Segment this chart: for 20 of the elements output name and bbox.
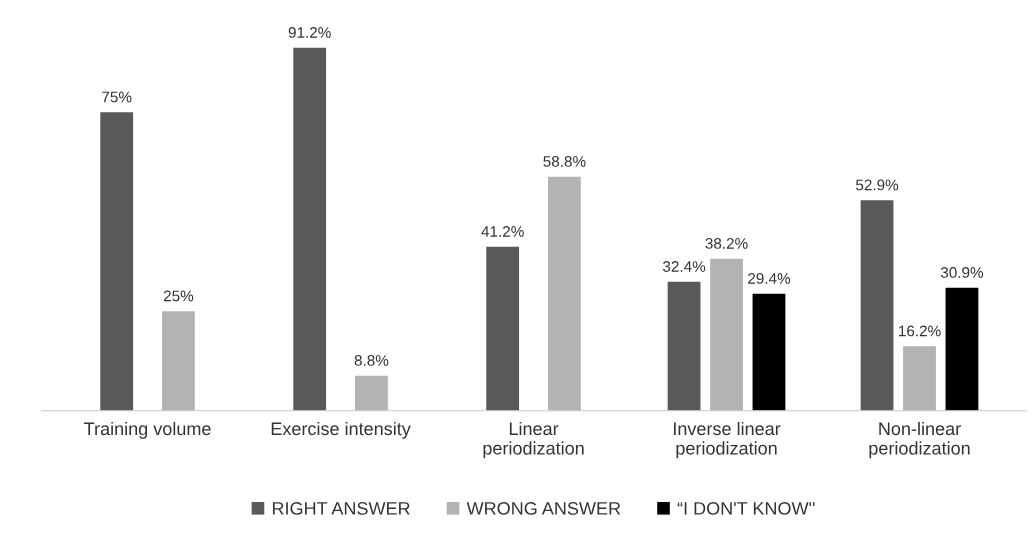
data-label: 25% <box>163 290 194 302</box>
x-tick-label: Non-linear periodization <box>869 421 970 459</box>
x-tick-label: Inverse linear periodization <box>674 421 781 459</box>
legend-label: “I DON'T KNOW'' <box>677 502 815 515</box>
data-label: 38.2% <box>705 237 748 249</box>
legend-label: WRONG ANSWER <box>466 502 621 515</box>
legend-label: RIGHT ANSWER <box>272 502 410 515</box>
x-tick-label: Exercise intensity <box>271 421 411 439</box>
data-label: 58.8% <box>543 156 586 167</box>
data-label: 29.4% <box>748 273 791 284</box>
x-tick-label: Training volume <box>84 421 211 439</box>
data-label: 41.2% <box>481 226 524 237</box>
data-label: 30.9% <box>940 267 984 278</box>
x-tick-label: Linear periodization <box>483 421 584 459</box>
data-label: 32.4% <box>662 261 706 272</box>
data-label: 8.8% <box>354 355 389 366</box>
data-label: 91.2% <box>288 27 331 38</box>
data-label: 52.9% <box>856 179 899 191</box>
data-label: 16.2% <box>899 325 941 337</box>
data-label: 75% <box>102 91 132 103</box>
